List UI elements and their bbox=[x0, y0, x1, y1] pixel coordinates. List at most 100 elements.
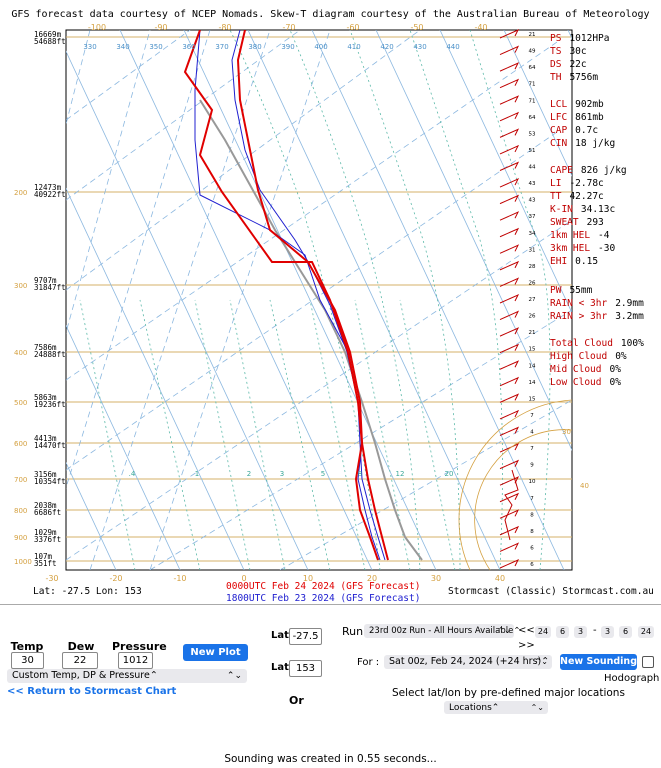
custom-input-select-label: Custom Temp, DP & Pressure bbox=[12, 670, 150, 681]
temp-input[interactable]: 30 bbox=[11, 652, 44, 669]
index-key: EHI bbox=[550, 256, 568, 267]
wind-barb bbox=[499, 558, 520, 569]
temp-label: Temp bbox=[10, 640, 44, 653]
wind-speed-label: 4 bbox=[530, 430, 534, 436]
temp-tick-top: -40 bbox=[474, 23, 487, 32]
step-fwd-24-button[interactable]: 24 bbox=[638, 626, 654, 638]
pressure-label: Pressure bbox=[112, 640, 167, 653]
height-label-ft: 24888ft bbox=[34, 350, 66, 359]
index-value: 0.7c bbox=[575, 125, 599, 136]
pressure-label: 800 bbox=[14, 507, 27, 515]
lat-label: Lat bbox=[271, 630, 289, 641]
temp-trace-blue bbox=[231, 30, 386, 561]
index-value: 30c bbox=[569, 46, 587, 57]
hodograph-label: Hodograph bbox=[604, 673, 660, 684]
wind-speed-label: 34 bbox=[529, 231, 536, 237]
dry-adiabats bbox=[66, 30, 572, 570]
height-label-ft: 14470ft bbox=[34, 441, 66, 450]
temp-axis-bottom: -30 -20 -10 0 10 20 30 40 bbox=[45, 574, 505, 583]
mixing-ratio-label: 5 bbox=[321, 470, 325, 478]
index-key: CAP bbox=[550, 125, 568, 136]
mixing-labels: .4 1 2 3 5 8 12 20 bbox=[129, 470, 454, 478]
wind-barb bbox=[499, 376, 520, 387]
step-fwd-3-button[interactable]: 3 bbox=[601, 626, 614, 638]
index-value: 18 j/kg bbox=[575, 138, 616, 149]
index-value: 1012HPa bbox=[569, 33, 610, 44]
index-value: 5756m bbox=[569, 72, 599, 83]
next-run-button[interactable]: >> bbox=[518, 640, 535, 651]
lat-input[interactable]: -27.5 bbox=[289, 628, 322, 645]
wind-speed-label: 6 bbox=[530, 545, 534, 551]
index-value: 100% bbox=[620, 338, 644, 349]
index-key: DS bbox=[550, 59, 562, 70]
dewpoint-input[interactable]: 22 bbox=[62, 652, 98, 669]
hodograph-checkbox[interactable] bbox=[642, 656, 654, 668]
theta-labels: 330 340 350 360 370 380 390 400 410 420 430 440 bbox=[83, 43, 459, 51]
new-sounding-button[interactable]: New Sounding bbox=[560, 654, 637, 670]
wind-speed-label: 43 bbox=[529, 181, 536, 187]
custom-input-select[interactable]: Custom Temp, DP & Pressure ⌃⌄ bbox=[7, 669, 247, 683]
index-key: SWEAT bbox=[550, 217, 579, 228]
wind-barb bbox=[499, 509, 520, 519]
wind-barb bbox=[499, 343, 520, 354]
index-key: RAIN < 3hr bbox=[550, 298, 608, 309]
index-key: TH bbox=[550, 72, 562, 83]
svg-text:40: 40 bbox=[580, 482, 589, 490]
height-label-ft: 10354ft bbox=[34, 477, 66, 486]
temp-tick-bottom: 40 bbox=[495, 574, 505, 583]
index-value: 293 bbox=[586, 217, 604, 228]
wind-barb bbox=[499, 28, 520, 39]
height-label-ft: 40922ft bbox=[34, 190, 66, 199]
wind-barb bbox=[499, 211, 520, 221]
index-value: 0% bbox=[615, 351, 627, 362]
theta-label: 410 bbox=[347, 43, 360, 51]
pressure-label: 500 bbox=[14, 399, 27, 407]
height-label-m: 2038m bbox=[34, 501, 57, 510]
wind-barb bbox=[499, 409, 520, 420]
index-row: TS 30c bbox=[550, 46, 587, 57]
wind-barb bbox=[499, 542, 520, 552]
wind-speed-label: 15 bbox=[529, 396, 536, 402]
locations-select[interactable]: Locations ⌃⌄ bbox=[444, 701, 548, 715]
lon-input[interactable]: 153 bbox=[289, 660, 322, 677]
index-key: K-IN bbox=[550, 204, 573, 215]
index-value: 0% bbox=[609, 377, 621, 388]
theta-label: 430 bbox=[413, 43, 426, 51]
wind-speed-label: 31 bbox=[529, 247, 536, 253]
index-row: 1km HEL -4 bbox=[550, 230, 610, 241]
temp-tick-top: -80 bbox=[218, 23, 231, 32]
wind-barb bbox=[499, 227, 520, 238]
forecast-hour-select[interactable]: Sat 00z, Feb 24, 2024 (+24 hrs) ⌃⌄ bbox=[384, 655, 552, 669]
temp-tick-top: -90 bbox=[154, 23, 167, 32]
mixing-ratio-lines bbox=[79, 30, 551, 570]
temp-tick-top: -60 bbox=[346, 23, 359, 32]
step-back-3-button[interactable]: 3 bbox=[574, 626, 587, 638]
step-back-6-button[interactable]: 6 bbox=[556, 626, 569, 638]
index-key: High Cloud bbox=[550, 351, 608, 362]
wind-barb bbox=[499, 476, 520, 486]
theta-label: 400 bbox=[314, 43, 327, 51]
new-plot-button[interactable]: New Plot bbox=[183, 644, 248, 661]
index-row: RAIN > 3hr 3.2mm bbox=[550, 311, 644, 322]
wind-barb bbox=[499, 78, 520, 89]
mixing-ratio-label: 8 bbox=[358, 470, 362, 478]
return-link[interactable]: << Return to Stormcast Chart bbox=[7, 686, 177, 697]
step-fwd-6-button[interactable]: 6 bbox=[619, 626, 632, 638]
run-select[interactable]: 23rd 00z Run - All Hours Available ⌃⌄ bbox=[364, 624, 520, 638]
or-label: Or bbox=[289, 694, 304, 707]
chevron-updown-icon: ⌃⌄ bbox=[497, 626, 511, 635]
pressure-input[interactable]: 1012 bbox=[118, 652, 153, 669]
index-row: EHI 0.15 bbox=[550, 256, 598, 267]
height-label-m: 12473m bbox=[34, 183, 62, 192]
index-key: LFC bbox=[550, 112, 568, 123]
prev-run-button[interactable]: << bbox=[518, 625, 535, 636]
step-back-24-button[interactable]: 24 bbox=[535, 626, 551, 638]
height-label-ft: 19236ft bbox=[34, 400, 66, 409]
wind-barb bbox=[499, 393, 520, 403]
index-value: 0% bbox=[609, 364, 621, 375]
pressure-label: 200 bbox=[14, 189, 27, 197]
theta-label: 440 bbox=[446, 43, 459, 51]
theta-label: 350 bbox=[149, 43, 162, 51]
temp-trace-red bbox=[236, 30, 389, 561]
